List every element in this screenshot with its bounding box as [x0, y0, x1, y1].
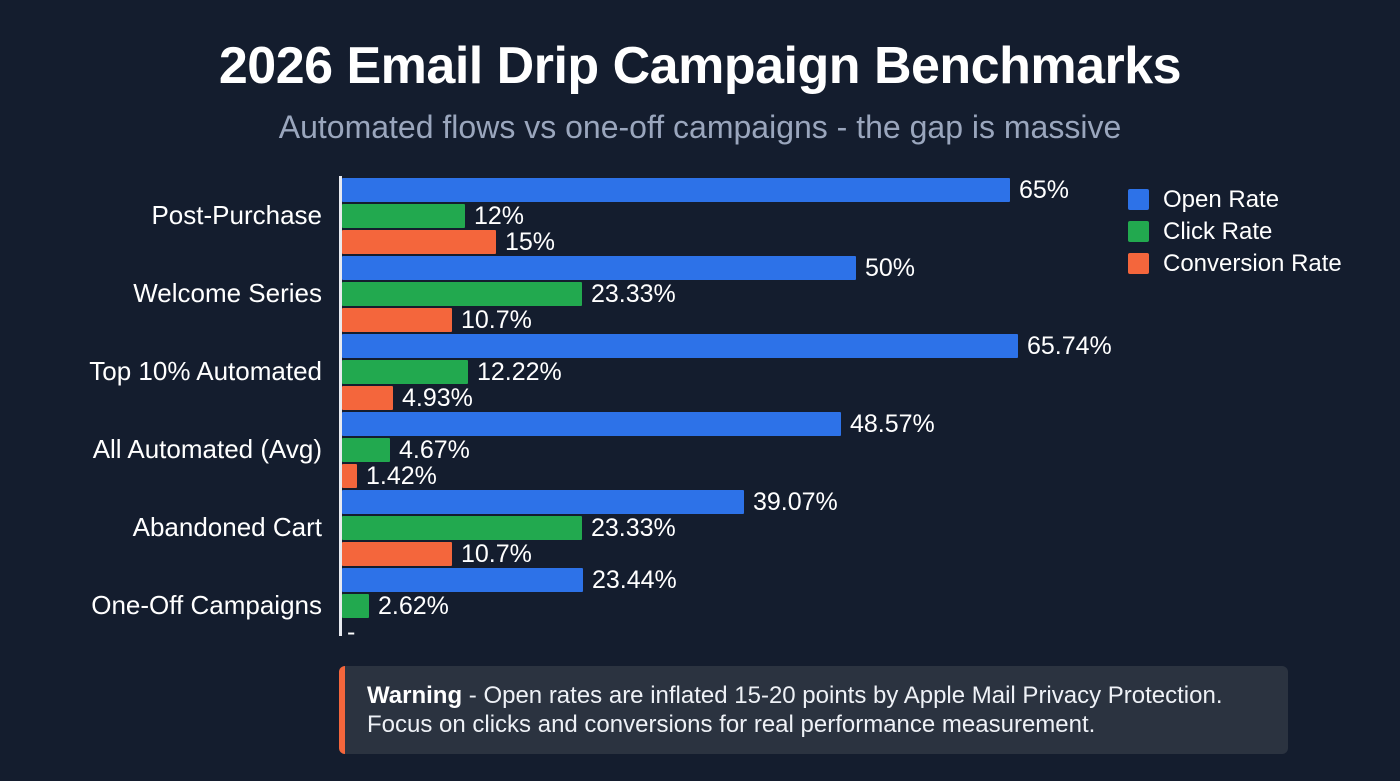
plot-area: Post-Purchase 65% 12% 15% Welcome Series…: [0, 176, 1400, 646]
legend-label: Click Rate: [1163, 217, 1273, 245]
bar-fill: [342, 464, 357, 488]
warning-callout: Warning - Open rates are inflated 15-20 …: [339, 666, 1288, 754]
bar-open-all-automated[interactable]: 48.57%: [342, 410, 935, 438]
bar-value-label: 12%: [474, 201, 525, 230]
bar-open-welcome-series[interactable]: 50%: [342, 254, 915, 282]
bar-value-label: 10.7%: [461, 539, 532, 568]
bar-fill: [342, 386, 393, 410]
category-label-abandoned-cart: Abandoned Cart: [132, 511, 322, 542]
category-label-top-10-automated: Top 10% Automated: [89, 355, 322, 386]
bar-open-one-off-campaigns[interactable]: 23.44%: [342, 566, 677, 594]
legend-item-open-rate[interactable]: Open Rate: [1128, 184, 1388, 215]
category-label-welcome-series: Welcome Series: [133, 277, 322, 308]
bar-fill: [342, 438, 390, 462]
bar-value-label: 23.44%: [592, 565, 677, 594]
bar-click-abandoned-cart[interactable]: 23.33%: [342, 514, 676, 542]
chart-header: 2026 Email Drip Campaign Benchmarks Auto…: [0, 0, 1400, 146]
bar-group-top-10-automated: Top 10% Automated 65.74% 12.22% 4.93%: [0, 332, 1400, 412]
bar-value-label: -: [347, 617, 356, 646]
bar-conversion-post-purchase[interactable]: 15%: [342, 228, 555, 256]
bar-fill: [342, 568, 583, 592]
bar-click-post-purchase[interactable]: 12%: [342, 202, 524, 230]
legend-label: Conversion Rate: [1163, 249, 1342, 277]
bar-fill: [342, 256, 856, 280]
bar-open-post-purchase[interactable]: 65%: [342, 176, 1069, 204]
y-axis-line: [339, 176, 342, 636]
bar-click-top-10-automated[interactable]: 12.22%: [342, 358, 562, 386]
bar-value-label: 23.33%: [591, 513, 676, 542]
warning-body-text: - Open rates are inflated 15-20 points b…: [367, 681, 1223, 738]
legend-swatch-icon: [1128, 221, 1149, 242]
bar-conversion-abandoned-cart[interactable]: 10.7%: [342, 540, 532, 568]
bar-value-label: 12.22%: [477, 357, 562, 386]
warning-text: Warning - Open rates are inflated 15-20 …: [345, 681, 1288, 740]
bar-value-label: 2.62%: [378, 591, 449, 620]
bar-group-post-purchase: Post-Purchase 65% 12% 15%: [0, 176, 1400, 256]
category-label-all-automated: All Automated (Avg): [92, 433, 322, 464]
bar-fill: [342, 542, 452, 566]
bar-value-label: 50%: [865, 253, 916, 282]
bar-open-abandoned-cart[interactable]: 39.07%: [342, 488, 838, 516]
bar-group-welcome-series: Welcome Series 50% 23.33% 10.7%: [0, 254, 1400, 334]
chart-title: 2026 Email Drip Campaign Benchmarks: [218, 37, 1182, 95]
bar-fill: [342, 178, 1010, 202]
bar-group-abandoned-cart: Abandoned Cart 39.07% 23.33% 10.7%: [0, 488, 1400, 568]
bar-fill: [342, 204, 465, 228]
bar-conversion-top-10-automated[interactable]: 4.93%: [342, 384, 473, 412]
bar-fill: [342, 230, 496, 254]
bar-fill: [342, 490, 744, 514]
bar-fill: [342, 516, 582, 540]
bar-fill: [342, 360, 468, 384]
legend-swatch-icon: [1128, 253, 1149, 274]
bar-group-all-automated: All Automated (Avg) 48.57% 4.67% 1.42%: [0, 410, 1400, 490]
legend-label: Open Rate: [1163, 185, 1280, 213]
bar-value-label: 23.33%: [591, 279, 676, 308]
legend-swatch-icon: [1128, 189, 1149, 210]
legend-item-click-rate[interactable]: Click Rate: [1128, 216, 1388, 247]
bar-value-label: 65%: [1019, 175, 1070, 204]
bar-fill: [342, 282, 582, 306]
bar-fill: [342, 412, 841, 436]
bar-value-label: 15%: [505, 227, 556, 256]
bar-value-label: 10.7%: [461, 305, 532, 334]
bar-value-label: 4.67%: [399, 435, 470, 464]
bar-click-all-automated[interactable]: 4.67%: [342, 436, 470, 464]
bar-fill: [342, 308, 452, 332]
chart-legend: Open Rate Click Rate Conversion Rate: [1128, 184, 1388, 280]
bar-group-one-off-campaigns: One-Off Campaigns 23.44% 2.62% -: [0, 566, 1400, 646]
bar-value-label: 4.93%: [402, 383, 473, 412]
category-label-post-purchase: Post-Purchase: [151, 199, 322, 230]
warning-accent-bar: [339, 666, 345, 754]
bar-fill: [342, 334, 1018, 358]
chart-subtitle: Automated flows vs one-off campaigns - t…: [278, 109, 1122, 146]
warning-strong-label: Warning: [367, 681, 463, 709]
bar-open-top-10-automated[interactable]: 65.74%: [342, 332, 1112, 360]
bar-value-label: 48.57%: [850, 409, 935, 438]
bar-value-label: 39.07%: [753, 487, 838, 516]
bar-value-label: 65.74%: [1027, 331, 1112, 360]
bar-conversion-welcome-series[interactable]: 10.7%: [342, 306, 532, 334]
category-label-one-off-campaigns: One-Off Campaigns: [91, 589, 322, 620]
bar-conversion-all-automated[interactable]: 1.42%: [342, 462, 437, 490]
bar-click-welcome-series[interactable]: 23.33%: [342, 280, 676, 308]
bar-value-label: 1.42%: [366, 461, 437, 490]
bar-click-one-off-campaigns[interactable]: 2.62%: [342, 592, 449, 620]
legend-item-conversion-rate[interactable]: Conversion Rate: [1128, 248, 1388, 279]
bar-fill: [342, 594, 369, 618]
